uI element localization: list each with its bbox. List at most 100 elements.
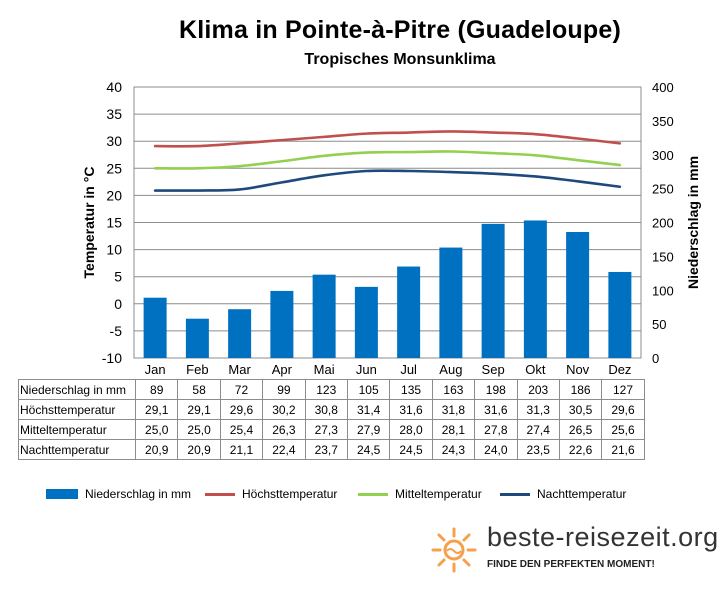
y2-axis-title: Niederschlag in mm — [685, 156, 701, 289]
y-tick-label: 5 — [114, 269, 122, 285]
table-cell: 31,3 — [516, 399, 560, 420]
y2-tick-label: 100 — [652, 283, 674, 298]
table-cell: 29,6 — [219, 399, 264, 420]
bar-niederschlag — [143, 297, 167, 358]
legend-label: Höchsttemperatur — [242, 487, 338, 501]
x-tick-label: Okt — [525, 362, 546, 377]
x-tick-label: Jan — [145, 362, 166, 377]
table-cell: 27,8 — [474, 419, 518, 440]
legend-label: Mitteltemperatur — [395, 487, 482, 501]
y-tick-label: 25 — [106, 160, 122, 176]
table-cell: 28,0 — [389, 419, 433, 440]
bar-niederschlag — [439, 247, 463, 358]
legend-item-niederschlag: Niederschlag in mm — [46, 487, 191, 501]
brand-name: beste-reisezeit.org — [487, 522, 719, 552]
table-cell: 31,6 — [389, 399, 433, 420]
table-cell: 89 — [134, 379, 179, 400]
legend-item-hoechsttemperatur: Höchsttemperatur — [205, 487, 337, 501]
table-cell: 72 — [219, 379, 264, 400]
chart-legend: Niederschlag in mm Höchsttemperatur Mitt… — [0, 487, 720, 505]
table-cell: 105 — [346, 379, 391, 400]
table-row: Höchsttemperatur 29,1 29,1 29,6 30,2 30,8 31,4… — [18, 399, 645, 420]
y2-tick-label: 50 — [652, 317, 666, 332]
y2-tick-label: 400 — [652, 80, 674, 95]
table-cell: 31,6 — [474, 399, 518, 420]
bar-niederschlag — [185, 318, 209, 358]
y-tick-label: -5 — [110, 323, 123, 339]
x-tick-label: Dez — [608, 362, 631, 377]
y2-tick-label: 150 — [652, 249, 674, 264]
bar-niederschlag — [312, 274, 336, 358]
chart-subtitle: Tropisches Monsunklima — [304, 51, 496, 68]
bar-niederschlag — [608, 271, 632, 358]
data-table: Niederschlag in mm 89 58 72 99 123 105 135 163 19… — [18, 379, 645, 460]
table-cell: 24,3 — [431, 439, 476, 460]
table-cell: 31,8 — [431, 399, 476, 420]
y-axis-title: Temperatur in °C — [81, 167, 97, 279]
x-tick-label: Apr — [272, 362, 293, 377]
table-cell: 22,6 — [558, 439, 603, 460]
x-tick-label: Jul — [400, 362, 417, 377]
y2-tick-label: 200 — [652, 216, 674, 231]
table-cell: 26,5 — [558, 419, 603, 440]
table-cell: 21,1 — [219, 439, 264, 460]
table-cell: 26,3 — [262, 419, 306, 440]
y2-tick-label: 0 — [652, 351, 659, 366]
table-cell: 24,5 — [346, 439, 391, 460]
table-cell: 28,1 — [431, 419, 476, 440]
bar-niederschlag — [523, 220, 547, 358]
row-header: Höchsttemperatur — [18, 399, 136, 420]
row-header: Niederschlag in mm — [18, 379, 136, 400]
legend-label: Nachttemperatur — [537, 487, 627, 501]
y-tick-label: 30 — [106, 133, 122, 149]
y2-tick-label: 300 — [652, 148, 674, 163]
climate-chart: -10-505101520253035400501001502002503003… — [81, 79, 701, 377]
table-cell: 22,4 — [262, 439, 306, 460]
legend-swatch-bar — [46, 489, 78, 499]
table-cell: 20,9 — [134, 439, 179, 460]
table-cell: 27,9 — [346, 419, 391, 440]
sun-icon — [431, 527, 477, 573]
table-cell: 127 — [601, 379, 645, 400]
table-cell: 25,0 — [177, 419, 221, 440]
bar-niederschlag — [481, 223, 505, 358]
legend-label: Niederschlag in mm — [85, 487, 192, 501]
line-nachttemperatur — [153, 169, 622, 192]
legend-item-nachttemperatur: Nachttemperatur — [500, 487, 626, 501]
table-row: Niederschlag in mm 89 58 72 99 123 105 135 163 19… — [18, 379, 645, 400]
table-cell: 198 — [474, 379, 518, 400]
y-tick-label: -10 — [102, 350, 122, 366]
legend-swatch-line — [205, 492, 235, 496]
table-cell: 203 — [516, 379, 560, 400]
bar-niederschlag — [270, 290, 294, 358]
y-tick-label: 40 — [106, 79, 122, 95]
table-cell: 99 — [262, 379, 306, 400]
table-cell: 30,8 — [304, 399, 348, 420]
line-mitteltemperatur — [153, 150, 622, 170]
plot-area — [133, 86, 642, 359]
bar-niederschlag — [566, 231, 590, 358]
brand-logo: beste-reisezeit.org FINDE DEN PERFEKTEN … — [430, 522, 720, 582]
y-tick-label: 10 — [106, 242, 122, 258]
table-cell: 21,6 — [601, 439, 645, 460]
chart-title: Klima in Pointe-à-Pitre (Guadeloupe) — [179, 16, 621, 44]
x-tick-label: Mar — [228, 362, 251, 377]
table-cell: 123 — [304, 379, 348, 400]
table-cell: 20,9 — [177, 439, 221, 460]
table-row: Nachttemperatur 20,9 20,9 21,1 22,4 23,7 24,5 2… — [18, 439, 645, 460]
table-cell: 135 — [389, 379, 433, 400]
table-cell: 25,0 — [134, 419, 179, 440]
table-cell: 29,6 — [601, 399, 645, 420]
table-cell: 29,1 — [134, 399, 179, 420]
table-cell: 23,5 — [516, 439, 560, 460]
table-cell: 31,4 — [346, 399, 391, 420]
y-tick-label: 20 — [106, 187, 122, 203]
table-cell: 30,2 — [262, 399, 306, 420]
x-tick-label: Nov — [566, 362, 590, 377]
x-tick-label: Aug — [439, 362, 462, 377]
table-cell: 25,4 — [219, 419, 264, 440]
legend-swatch-line — [358, 492, 388, 496]
table-cell: 24,0 — [474, 439, 518, 460]
table-cell: 27,4 — [516, 419, 560, 440]
x-tick-label: Jun — [356, 362, 377, 377]
